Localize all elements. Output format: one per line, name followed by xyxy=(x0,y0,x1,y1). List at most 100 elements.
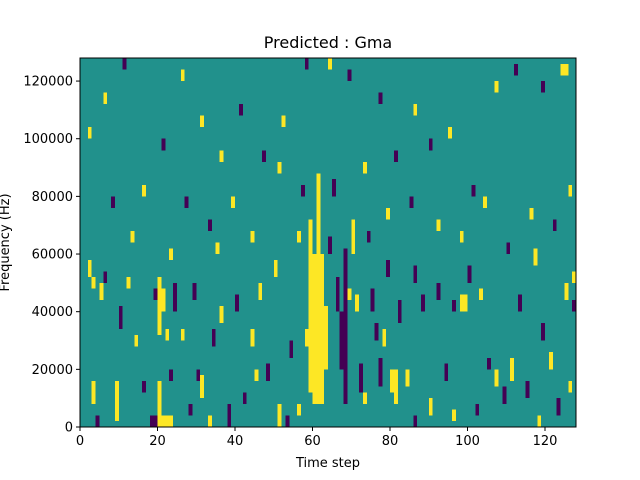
y-tick-label-3: 60000 xyxy=(32,248,73,263)
plot-frame xyxy=(79,57,577,428)
heatmap-cell-100 xyxy=(347,69,352,82)
heatmap-cell-110 xyxy=(142,184,146,197)
heatmap-cell-74 xyxy=(479,288,483,301)
heatmap-cell-138 xyxy=(413,415,418,427)
heatmap-cell-85 xyxy=(564,282,569,301)
heatmap-cell-27 xyxy=(118,305,123,329)
heatmap-cell-111 xyxy=(122,58,127,70)
heatmap-cell-8 xyxy=(165,415,170,427)
heatmap-cell-107 xyxy=(200,115,204,128)
heatmap-cell-122 xyxy=(409,196,414,208)
heatmap-cell-80 xyxy=(525,380,530,399)
x-axis-ticks: 0 20 40 60 80 100 120 xyxy=(76,427,557,449)
heatmap-cell-73 xyxy=(467,265,472,283)
heatmap-cell-47 xyxy=(331,179,336,197)
heatmap-cell-89 xyxy=(564,63,569,76)
heatmap-cell-59 xyxy=(382,328,387,347)
heatmap-cell-44 xyxy=(297,230,301,243)
heatmap-cell-140 xyxy=(475,403,480,416)
heatmap-cell-11 xyxy=(157,277,162,335)
heatmap-cell-86 xyxy=(572,271,576,283)
heatmap-cell-29 xyxy=(196,369,201,381)
heatmap-cell-13 xyxy=(165,328,170,341)
heatmap-cell-22 xyxy=(95,415,100,427)
y-axis-ticks: 0 20000 40000 60000 80000 100000 120000 xyxy=(23,75,80,436)
x-tick-label-5: 100 xyxy=(455,434,480,449)
heatmap-cell-72 xyxy=(463,294,468,312)
y-tick-label-4: 80000 xyxy=(32,190,73,205)
heatmap-cell-3 xyxy=(324,305,328,370)
x-tick-label-0: 0 xyxy=(76,434,84,449)
heatmap-cell-69 xyxy=(444,363,449,381)
heatmap-cell-58 xyxy=(378,357,383,387)
heatmap-cell-133 xyxy=(142,380,146,393)
heatmap-cell-16 xyxy=(169,369,173,381)
heatmap-cell-35 xyxy=(235,294,239,312)
heatmap-cell-28 xyxy=(192,282,197,301)
heatmap-cell-96 xyxy=(413,104,418,116)
heatmap-cell-123 xyxy=(436,219,441,231)
heatmap-cell-66 xyxy=(421,294,425,312)
heatmap-cell-93 xyxy=(471,184,476,197)
heatmap-cell-83 xyxy=(548,352,553,370)
heatmap-cell-57 xyxy=(374,323,379,341)
heatmap-cell-37 xyxy=(250,328,255,347)
heatmap-cell-52 xyxy=(351,219,356,255)
heatmap-cell-39 xyxy=(266,363,270,381)
y-tick-label-6: 120000 xyxy=(23,75,73,90)
heatmap-cell-68 xyxy=(436,282,441,301)
heatmap-cell-88 xyxy=(560,63,565,76)
heatmap-cell-33 xyxy=(219,305,224,324)
y-tick-label-1: 20000 xyxy=(32,363,73,378)
heatmap-cell-20 xyxy=(91,277,96,289)
heatmap-cell-134 xyxy=(188,403,193,416)
heatmap-cell-103 xyxy=(281,115,286,128)
heatmap-cell-90 xyxy=(541,81,545,93)
heatmap-cell-63 xyxy=(397,300,402,324)
heatmap-cell-135 xyxy=(207,415,212,427)
heatmap-cell-60 xyxy=(386,259,390,278)
heatmap-cell-32 xyxy=(215,242,220,255)
heatmap-cell-26 xyxy=(114,380,119,422)
heatmap-cell-50 xyxy=(343,248,348,404)
heatmap-cell-120 xyxy=(366,230,371,243)
heatmap-cell-76 xyxy=(494,369,499,387)
heatmap-cell-91 xyxy=(514,63,518,76)
heatmap-cell-114 xyxy=(184,196,189,208)
heatmap-cell-55 xyxy=(362,392,367,404)
heatmap-cell-139 xyxy=(452,409,456,422)
heatmap-cell-64 xyxy=(405,369,410,387)
heatmap-cell-117 xyxy=(250,230,255,243)
heatmap-cell-94 xyxy=(448,127,452,139)
heatmap-cell-5 xyxy=(153,415,158,427)
heatmap-cell-104 xyxy=(262,150,266,162)
heatmap-cell-41 xyxy=(277,403,282,427)
heatmap-cell-119 xyxy=(300,184,305,197)
x-tick-label-1: 20 xyxy=(149,434,166,449)
heatmap-cell-128 xyxy=(552,219,557,231)
heatmap-cell-81 xyxy=(533,248,538,266)
heatmap-cell-4 xyxy=(149,415,154,427)
heatmap-cell-53 xyxy=(355,294,359,312)
x-axis-label: Time step xyxy=(295,456,360,471)
heatmap-cell-78 xyxy=(510,357,514,381)
heatmap-cell-12 xyxy=(161,288,166,312)
heatmap-cell-75 xyxy=(486,357,491,370)
heatmap-cell-56 xyxy=(370,288,375,312)
heatmap-cell-46 xyxy=(328,236,332,255)
heatmap-cell-62 xyxy=(393,369,398,404)
heatmap-cell-21 xyxy=(91,380,96,404)
heatmap-cell-95 xyxy=(428,138,433,151)
heatmap-cell-15 xyxy=(153,288,158,301)
heatmap-cell-136 xyxy=(254,369,259,381)
heatmap-cell-65 xyxy=(413,265,418,283)
heatmap-cell-67 xyxy=(428,398,433,416)
heatmap-cell-137 xyxy=(297,403,301,416)
heatmap-cell-125 xyxy=(483,196,487,208)
heatmap-cell-121 xyxy=(386,207,390,220)
heatmap-cell-99 xyxy=(362,161,367,174)
heatmap-cell-132 xyxy=(134,334,139,347)
y-tick-label-2: 40000 xyxy=(32,305,73,320)
heatmap-cell-126 xyxy=(506,242,511,255)
